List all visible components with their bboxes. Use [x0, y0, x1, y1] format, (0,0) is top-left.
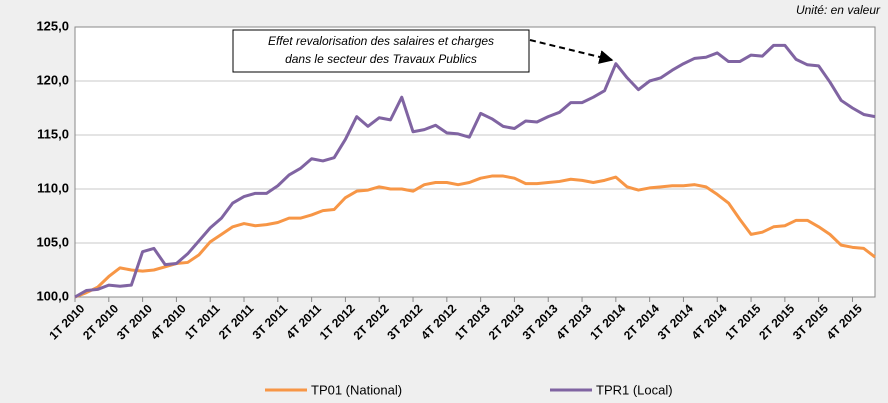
- x-tick-label: 3T 2015: [790, 301, 831, 342]
- x-tick-label: 3T 2014: [655, 301, 696, 342]
- x-tick-label: 3T 2013: [520, 301, 561, 342]
- x-tick-label: 1T 2011: [182, 301, 223, 342]
- y-tick-label: 100,0: [36, 288, 69, 303]
- x-tick-label: 1T 2014: [587, 301, 628, 342]
- series-line: [74, 43, 876, 299]
- series-line: [74, 174, 876, 299]
- plot-border: [74, 26, 876, 298]
- x-tick-label: 3T 2011: [250, 301, 291, 342]
- y-tick-label: 105,0: [36, 234, 69, 249]
- legend-label: TPR1 (Local): [596, 382, 673, 397]
- x-tick-label: 4T 2015: [824, 301, 865, 342]
- x-tick-label: 2T 2013: [486, 301, 527, 342]
- x-tick-label: 4T 2013: [553, 301, 594, 342]
- x-tick-label: 1T 2015: [722, 301, 763, 342]
- y-tick-label: 120,0: [36, 72, 69, 87]
- x-tick-label: 1T 2012: [317, 301, 358, 342]
- annotation-text: dans le secteur des Travaux Publics: [285, 52, 477, 66]
- y-tick-label: 125,0: [36, 18, 69, 33]
- x-tick-label: 4T 2011: [283, 301, 324, 342]
- unit-note: Unité: en valeur: [796, 3, 881, 17]
- x-tick-label: 2T 2014: [621, 301, 662, 342]
- x-tick-label: 4T 2014: [689, 301, 730, 342]
- x-tick-label: 2T 2011: [216, 301, 257, 342]
- annotation-text: Effet revalorisation des salaires et cha…: [268, 34, 494, 48]
- y-tick-label: 115,0: [37, 126, 69, 141]
- x-tick-label: 3T 2010: [114, 301, 155, 342]
- x-tick-label: 4T 2010: [148, 301, 189, 342]
- x-tick-label: 3T 2012: [384, 301, 425, 342]
- x-tick-label: 2T 2012: [351, 301, 392, 342]
- annotation-box: [232, 29, 530, 73]
- x-tick-label: 2T 2015: [756, 301, 797, 342]
- x-tick-label: 2T 2010: [80, 301, 121, 342]
- x-tick-label: 4T 2012: [418, 301, 459, 342]
- x-tick-label: 1T 2013: [452, 301, 493, 342]
- x-tick-label: 1T 2010: [46, 301, 87, 342]
- y-tick-label: 110,0: [37, 180, 69, 195]
- annotation-arrow: [529, 39, 614, 64]
- legend-label: TP01 (National): [311, 382, 402, 397]
